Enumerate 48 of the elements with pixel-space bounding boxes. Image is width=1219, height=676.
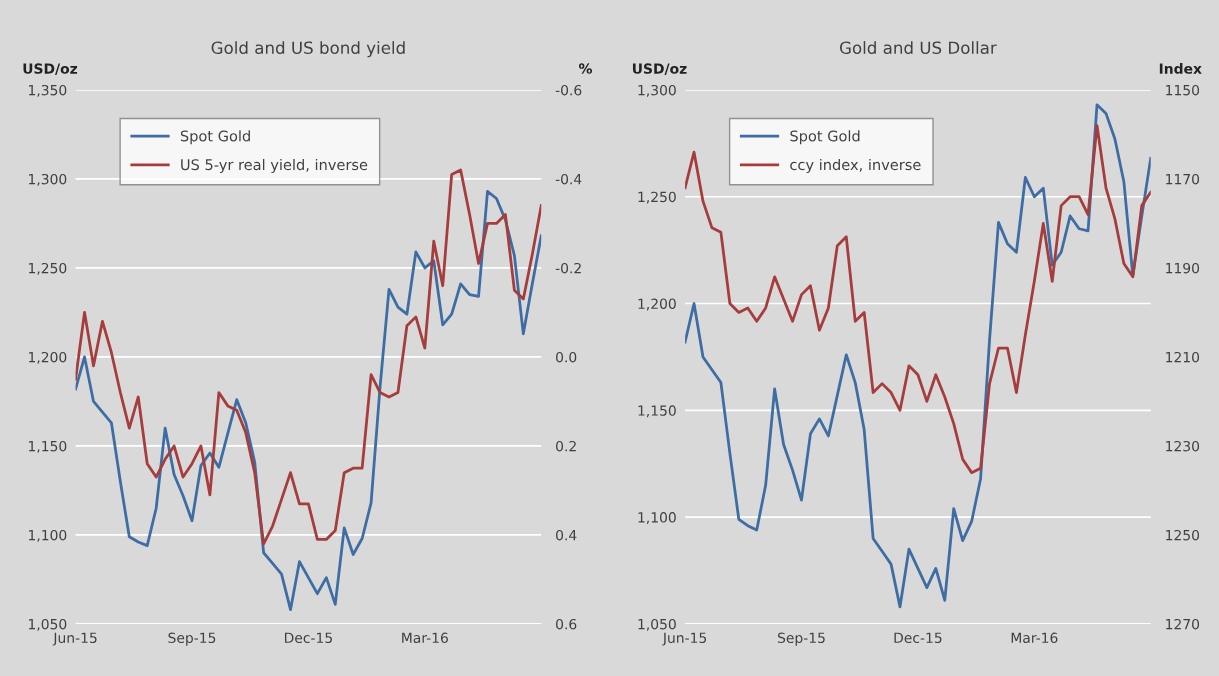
- y2-tick-label: 0.0: [556, 351, 577, 363]
- x-tick-label: Mar-16: [1011, 632, 1058, 644]
- line-series: [685, 103, 1151, 609]
- y2-tick-label: 1150: [1166, 84, 1200, 96]
- y2-tick-label: 0.4: [556, 529, 577, 541]
- y-tick-label: 1,150: [29, 440, 67, 453]
- chart-title: Gold and US Dollar: [839, 41, 997, 55]
- line-series: [685, 124, 1151, 475]
- y2-tick-label: 0.2: [556, 440, 576, 452]
- legend-label: Spot Gold: [180, 130, 250, 145]
- y-axis-title: USD/oz: [23, 63, 78, 75]
- chart-title: Gold and US bond yield: [211, 41, 405, 58]
- y2-axis-title: Index: [1159, 63, 1202, 74]
- y-tick-label: 1,350: [29, 84, 67, 97]
- x-tick-label: Dec-15: [894, 632, 942, 644]
- legend-label: ccy index, inverse: [790, 158, 921, 174]
- y-tick-label: 1,200: [29, 351, 67, 364]
- y-tick-label: 1,100: [638, 512, 676, 525]
- legend-label: Spot Gold: [790, 130, 860, 145]
- y2-tick-label: 1270: [1166, 618, 1200, 630]
- y-tick-label: 1,250: [638, 191, 676, 204]
- y2-tick-label: 1190: [1166, 262, 1200, 274]
- y-tick-label: 1,300: [29, 173, 67, 186]
- y2-tick-label: -0.4: [555, 173, 582, 185]
- x-tick-label: Jun-15: [52, 632, 97, 646]
- line-series: [75, 189, 542, 612]
- y2-tick-label: 0.6: [556, 618, 577, 630]
- y2-tick-label: -0.6: [555, 84, 582, 96]
- y-tick-label: 1,250: [29, 262, 67, 275]
- y2-axis-title: %: [578, 63, 593, 74]
- y2-tick-label: 1170: [1166, 173, 1200, 185]
- x-tick-label: Sep-15: [777, 632, 825, 646]
- y2-tick-label: 1250: [1166, 529, 1200, 541]
- y-axis-title: USD/oz: [632, 63, 687, 75]
- y-tick-label: 1,150: [638, 405, 676, 418]
- y2-tick-label: 1230: [1166, 440, 1200, 452]
- x-tick-label: Sep-15: [168, 632, 216, 646]
- y-tick-label: 1,100: [29, 529, 67, 542]
- y2-tick-label: 1210: [1166, 351, 1200, 363]
- x-tick-label: Dec-15: [284, 632, 332, 644]
- y-tick-label: 1,050: [29, 618, 67, 631]
- legend-label: US 5-yr real yield, inverse: [181, 158, 368, 174]
- y2-tick-label: -0.2: [555, 262, 581, 274]
- y-tick-label: 1,050: [638, 618, 676, 631]
- x-tick-label: Jun-15: [662, 632, 707, 646]
- y-tick-label: 1,300: [638, 84, 676, 97]
- y-tick-label: 1,200: [638, 298, 676, 311]
- x-tick-label: Mar-16: [402, 632, 448, 644]
